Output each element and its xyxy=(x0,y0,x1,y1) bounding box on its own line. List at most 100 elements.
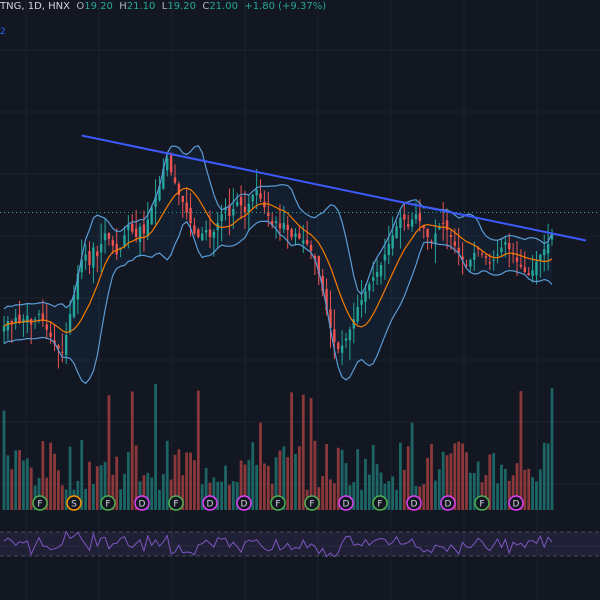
volume-bar xyxy=(538,469,542,510)
candle-body xyxy=(352,319,355,329)
event-marker[interactable]: F xyxy=(474,495,490,511)
indicator-sub-label: 2 xyxy=(0,27,6,37)
volume-bar xyxy=(449,453,453,510)
symbol-label[interactable]: TNG xyxy=(0,1,22,12)
candle-body xyxy=(142,224,146,234)
candle-body xyxy=(162,168,165,189)
volume-bar xyxy=(200,484,204,510)
volume-bar xyxy=(14,450,18,510)
candle-body xyxy=(546,244,550,254)
event-marker[interactable]: F xyxy=(372,495,388,511)
volume-bar xyxy=(379,472,383,510)
svg-text:D: D xyxy=(207,500,214,510)
interval-label[interactable]: 1D xyxy=(27,1,42,12)
candle-body xyxy=(274,221,278,224)
event-marker[interactable]: D xyxy=(134,495,150,511)
event-marker[interactable]: D xyxy=(202,495,218,511)
candle-body xyxy=(185,202,188,213)
volume-bar xyxy=(158,489,161,510)
svg-text:D: D xyxy=(513,500,520,510)
event-marker[interactable]: F xyxy=(32,495,48,511)
event-marker[interactable]: D xyxy=(406,495,422,511)
candle-body xyxy=(22,319,25,323)
candle-body xyxy=(138,226,142,242)
volume-bar xyxy=(546,443,550,510)
volume-bar xyxy=(290,392,294,510)
volume-bar xyxy=(161,474,165,510)
volume-bar xyxy=(519,391,523,510)
volume-bar xyxy=(2,410,6,510)
volume-bar xyxy=(325,444,328,510)
candle-body xyxy=(488,262,492,264)
event-marker[interactable]: F xyxy=(168,495,184,511)
volume-bar xyxy=(247,459,251,510)
volume-bar xyxy=(321,476,325,510)
volume-bar xyxy=(274,457,278,510)
volume-bar xyxy=(535,481,538,510)
svg-text:F: F xyxy=(479,500,484,510)
candle-body xyxy=(239,197,243,206)
change-pct: (+9.37%) xyxy=(278,1,327,12)
candle-body xyxy=(181,195,184,202)
candle-body xyxy=(337,342,340,349)
candle-body xyxy=(496,254,499,256)
volume-bar xyxy=(181,475,185,510)
candle-body xyxy=(45,324,48,330)
svg-text:S: S xyxy=(71,500,77,510)
volume-bar xyxy=(212,477,216,510)
volume-bar xyxy=(542,442,546,510)
candle-body xyxy=(515,257,519,262)
candle-body xyxy=(313,255,317,260)
volume-bar xyxy=(364,458,367,510)
candle-body xyxy=(298,233,301,239)
svg-text:D: D xyxy=(411,500,418,510)
volume-bar xyxy=(465,452,468,510)
candle-body xyxy=(379,265,383,277)
candle-body xyxy=(321,276,324,292)
candle-body xyxy=(84,254,87,261)
volume-bar xyxy=(488,454,492,510)
event-marker[interactable]: D xyxy=(236,495,252,511)
event-marker[interactable]: D xyxy=(338,495,354,511)
volume-bar xyxy=(235,481,239,510)
candle-body xyxy=(418,213,422,222)
event-marker[interactable]: F xyxy=(270,495,286,511)
candle-body xyxy=(414,214,418,220)
candle-body xyxy=(88,250,91,265)
event-marker[interactable]: D xyxy=(508,495,524,511)
candle-body xyxy=(535,261,538,276)
candle-body xyxy=(68,314,72,333)
volume-bar xyxy=(189,452,192,510)
candle-body xyxy=(438,226,441,230)
open-label: O xyxy=(76,1,85,12)
candle-body xyxy=(484,256,488,258)
volume-bar xyxy=(107,395,111,510)
svg-text:D: D xyxy=(139,500,146,510)
candle-body xyxy=(64,335,68,356)
bollinger-upper xyxy=(3,144,553,310)
candle-body xyxy=(278,223,282,229)
volume-bar xyxy=(332,483,336,510)
candle-body xyxy=(146,219,150,237)
candle-body xyxy=(406,224,410,227)
volume-bar xyxy=(57,470,60,510)
event-marker[interactable]: S xyxy=(66,495,82,511)
volume-bar xyxy=(154,383,157,510)
volume-bar xyxy=(146,472,150,510)
low-label: L xyxy=(161,1,168,12)
event-marker[interactable]: F xyxy=(304,495,320,511)
candle-body xyxy=(6,321,10,331)
candle-body xyxy=(41,313,45,321)
volume-bar xyxy=(130,391,134,510)
event-marker[interactable]: F xyxy=(100,495,116,511)
volume-bar xyxy=(91,484,95,510)
candle-body xyxy=(422,225,425,229)
volume-bar xyxy=(115,456,119,510)
candle-body xyxy=(523,267,526,272)
candle-body xyxy=(519,264,523,267)
volume-bar xyxy=(410,422,414,510)
event-marker[interactable]: D xyxy=(440,495,456,511)
candle-body xyxy=(197,229,200,237)
candle-body xyxy=(543,249,546,256)
